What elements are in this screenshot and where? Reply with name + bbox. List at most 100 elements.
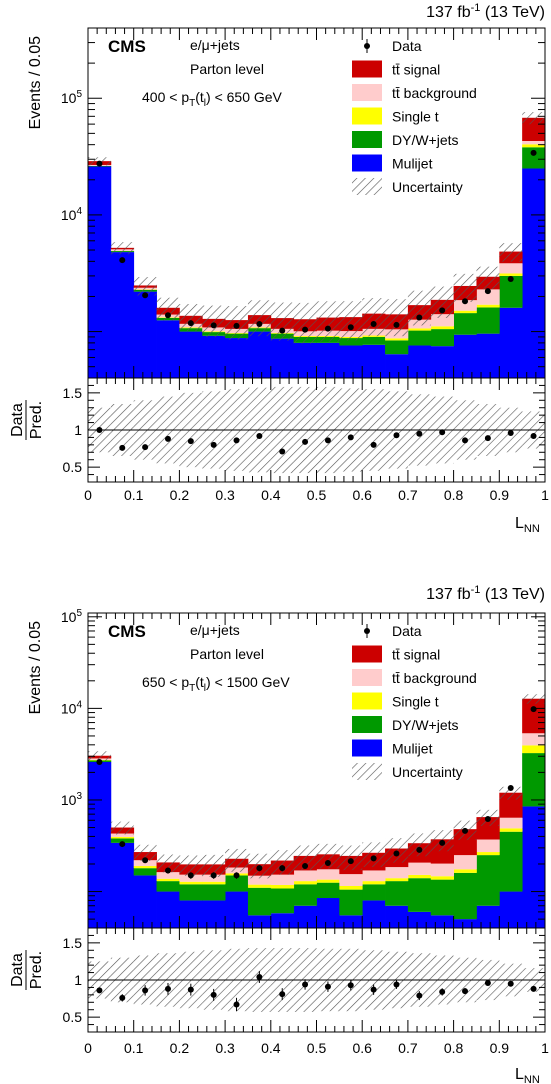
lumi-label: 137 fb-1 (13 TeV) [426,584,545,603]
x-ticks: 0 0.1 0.2 0.3 0.4 0.5 0.6 0.7 0.8 0.9 1 [84,28,549,503]
data-point [164,867,171,874]
legend-swatch-signal [352,60,382,78]
y-tick-label-exponent: 4 [76,699,82,710]
lumi-energy: (13 TeV) [480,4,545,21]
x-tick-label: 0.3 [215,487,235,503]
bar-ttbar_background [522,141,546,145]
bar-dywjets [430,879,454,916]
x-tick-label: 0.2 [170,487,190,503]
x-tick-label: 0.6 [352,487,372,503]
y-axis-label: Events / 0.05 [27,36,44,129]
range-sub-l: l [204,683,206,694]
ratio-panel: 0.5 1 1.5 Data Pred. [9,927,546,1033]
bar-dywjets [476,855,500,906]
uncertainty-hatch [179,855,203,876]
ratio-point [164,985,171,992]
bar-single_t [133,866,157,869]
data-point [347,324,354,331]
range-post: ) < 1500 GeV [206,674,290,690]
ratio-point [210,441,217,448]
bar-ttbar_background [339,874,363,886]
bar-single_t [499,273,523,276]
uncertainty-hatch [179,304,203,332]
legend-swatch-ttbar_background [352,669,382,686]
bar-dywjets [453,313,477,335]
uncertainty-hatch [385,299,408,337]
bar-multijet [430,346,454,378]
y-tick-label-exponent: 4 [76,206,82,217]
legend-label: tt̄ background [392,85,477,101]
x-tick-label: 0.5 [307,1040,327,1056]
y-tick-label-base: 10 [61,700,77,716]
bar-ttbar_background [156,872,180,879]
ratio-y-tick-label: 1.5 [63,385,83,401]
data-point [507,276,514,283]
stacked-bars [88,698,546,928]
x-tick-label: 0.8 [444,1040,464,1056]
bar-ttbar_background [476,289,500,305]
range-pre: 400 < p [142,89,189,105]
x-tick-label: 0.4 [261,487,281,503]
uncertainty-hatch [110,821,134,835]
bar-multijet [430,915,454,928]
legend-label: Uncertainty [392,179,463,195]
bar-dywjets [453,872,477,920]
data-point [119,841,126,848]
uncertainty-hatch [247,300,271,337]
lumi-label: 137 fb-1 (13 TeV) [426,2,545,21]
y-tick-label-base: 10 [61,792,77,808]
ratio-y-tick-label: 1 [74,972,82,988]
ratio-point [210,991,217,998]
bar-ttbar_background [430,863,454,877]
ratio-point [530,985,537,992]
ratio-y-tick-label: 0.5 [63,459,83,475]
bar-single_t [522,745,546,754]
bar-ttbar_background [453,855,477,870]
bar-multijet [179,331,203,378]
uncertainty-hatch [202,305,226,337]
ratio-point [370,441,377,448]
y-tick-label: 105 [61,608,83,625]
bar-multijet [156,891,180,928]
ratio-point [347,434,354,441]
bar-multijet [133,875,157,928]
bar-dywjets [407,330,432,346]
uncertainty-hatch [88,751,111,761]
data-point [233,872,240,879]
bar-single_t [247,884,272,888]
bar-ttbar_background [270,874,295,885]
data-point [256,865,263,872]
bar-ttbar_background [247,875,272,885]
x-tick-label: 0.2 [170,1040,190,1056]
bar-multijet [499,307,523,378]
data-point [347,858,354,865]
ratio-point [439,988,446,995]
data-point [233,322,240,329]
ratio-point [142,987,149,994]
x-tick-label: 0.9 [490,487,510,503]
bar-multijet [110,252,135,378]
uncertainty-hatch [407,290,431,326]
bar-dywjets [362,884,386,901]
bar-dywjets [522,753,546,807]
range-pre: 650 < p [142,674,189,690]
bar-ttbar_background [476,839,500,853]
legend-swatch-single_t [352,692,382,710]
bar-single_t [156,878,180,882]
bar-dywjets [362,336,386,345]
y-tick-label: 103 [61,791,83,808]
ratio-y-label-denominator: Pred. [28,401,45,439]
bar-dywjets [247,887,272,916]
x-tick-label: 0.1 [124,1040,144,1056]
bar-multijet [247,331,272,378]
bar-multijet [179,900,203,928]
bar-ttbar_background [499,263,523,274]
bar-multijet [339,915,363,928]
ratio-point [347,982,354,989]
bar-dywjets [110,838,135,843]
x-axis-label-sub: NN [524,1074,540,1084]
ratio-point [96,987,103,994]
data-point [393,321,400,328]
bar-multijet [88,166,112,378]
bar-multijet [407,345,432,378]
